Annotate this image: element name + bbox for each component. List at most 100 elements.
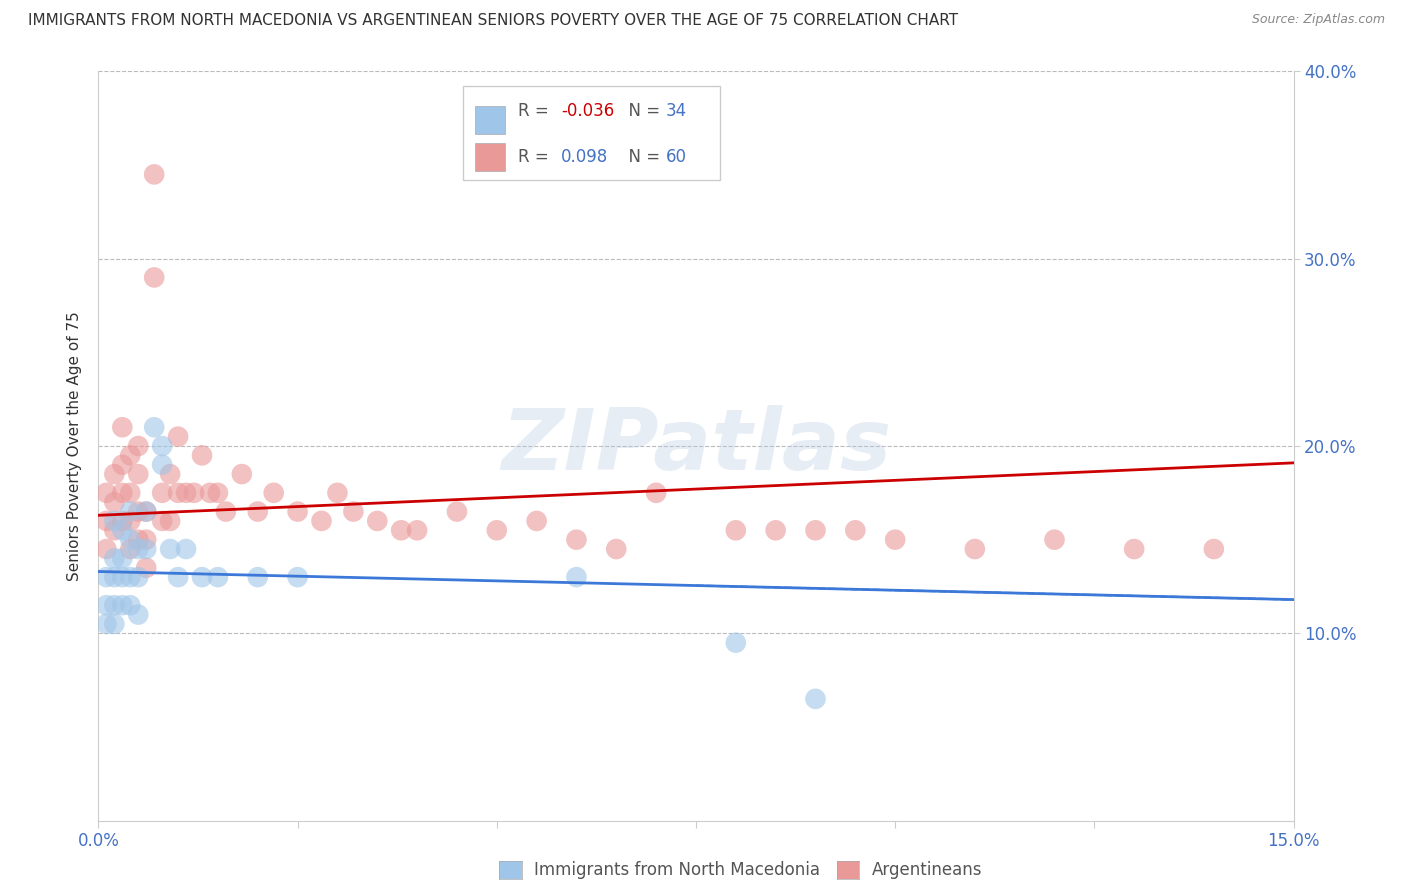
Point	[406, 524, 429, 538]
Text: 34: 34	[666, 102, 688, 120]
Point	[150, 439, 173, 453]
Point	[120, 449, 142, 463]
FancyBboxPatch shape	[463, 87, 720, 180]
FancyBboxPatch shape	[475, 143, 505, 171]
Point	[111, 458, 134, 472]
Point	[167, 570, 190, 584]
Point	[96, 542, 118, 557]
Point	[127, 533, 149, 547]
Point	[150, 458, 173, 472]
Text: 60: 60	[666, 148, 688, 166]
Point	[167, 430, 190, 444]
Text: Source: ZipAtlas.com: Source: ZipAtlas.com	[1251, 13, 1385, 27]
Point	[135, 505, 157, 519]
Text: N =: N =	[619, 148, 665, 166]
Point	[96, 617, 118, 632]
Point	[724, 524, 747, 538]
Point	[120, 486, 142, 500]
Point	[1123, 542, 1146, 557]
Text: N =: N =	[619, 102, 665, 120]
Point	[804, 524, 827, 538]
Point	[120, 599, 142, 613]
Point	[111, 514, 134, 528]
Text: -0.036: -0.036	[561, 102, 614, 120]
Point	[111, 486, 134, 500]
Point	[135, 533, 157, 547]
Point	[159, 514, 181, 528]
Point	[191, 570, 214, 584]
Point	[844, 524, 866, 538]
Point	[103, 570, 125, 584]
Point	[159, 467, 181, 482]
Point	[103, 495, 125, 509]
Point	[1202, 542, 1225, 557]
Point	[96, 514, 118, 528]
Point	[326, 486, 349, 500]
Point	[127, 467, 149, 482]
Point	[103, 524, 125, 538]
Point	[342, 505, 364, 519]
Point	[135, 505, 157, 519]
Point	[565, 533, 588, 547]
Point	[207, 486, 229, 500]
Point	[143, 420, 166, 434]
Point	[485, 524, 508, 538]
Point	[526, 514, 548, 528]
Point	[287, 505, 309, 519]
Point	[103, 551, 125, 566]
Point	[167, 486, 190, 500]
Text: Argentineans: Argentineans	[872, 861, 983, 879]
Point	[127, 439, 149, 453]
Point	[150, 514, 173, 528]
Point	[207, 570, 229, 584]
Point	[963, 542, 986, 557]
Point	[645, 486, 668, 500]
Point	[159, 542, 181, 557]
Point	[605, 542, 627, 557]
Point	[246, 570, 269, 584]
Point	[111, 551, 134, 566]
Text: ZIPatlas: ZIPatlas	[501, 404, 891, 488]
Point	[215, 505, 238, 519]
Point	[366, 514, 388, 528]
Point	[127, 542, 149, 557]
Point	[446, 505, 468, 519]
Point	[150, 486, 173, 500]
Point	[191, 449, 214, 463]
Point	[263, 486, 285, 500]
Point	[804, 692, 827, 706]
Point	[120, 533, 142, 547]
Point	[724, 635, 747, 649]
Point	[135, 561, 157, 575]
Point	[884, 533, 907, 547]
Point	[198, 486, 221, 500]
Point	[565, 570, 588, 584]
Point	[127, 570, 149, 584]
Text: 0.098: 0.098	[561, 148, 609, 166]
Point	[389, 524, 412, 538]
Point	[231, 467, 253, 482]
Point	[183, 486, 205, 500]
Point	[143, 270, 166, 285]
Point	[103, 599, 125, 613]
Point	[103, 514, 125, 528]
Point	[120, 570, 142, 584]
Point	[96, 486, 118, 500]
Point	[111, 599, 134, 613]
Point	[120, 542, 142, 557]
Y-axis label: Seniors Poverty Over the Age of 75: Seniors Poverty Over the Age of 75	[67, 311, 83, 581]
Point	[246, 505, 269, 519]
Text: R =: R =	[517, 148, 560, 166]
Text: Immigrants from North Macedonia: Immigrants from North Macedonia	[534, 861, 820, 879]
Point	[1043, 533, 1066, 547]
Point	[287, 570, 309, 584]
Point	[96, 599, 118, 613]
Point	[103, 467, 125, 482]
Text: IMMIGRANTS FROM NORTH MACEDONIA VS ARGENTINEAN SENIORS POVERTY OVER THE AGE OF 7: IMMIGRANTS FROM NORTH MACEDONIA VS ARGEN…	[28, 13, 959, 29]
Point	[127, 505, 149, 519]
Point	[311, 514, 333, 528]
Point	[135, 542, 157, 557]
Point	[103, 617, 125, 632]
Point	[143, 168, 166, 182]
Point	[120, 505, 142, 519]
